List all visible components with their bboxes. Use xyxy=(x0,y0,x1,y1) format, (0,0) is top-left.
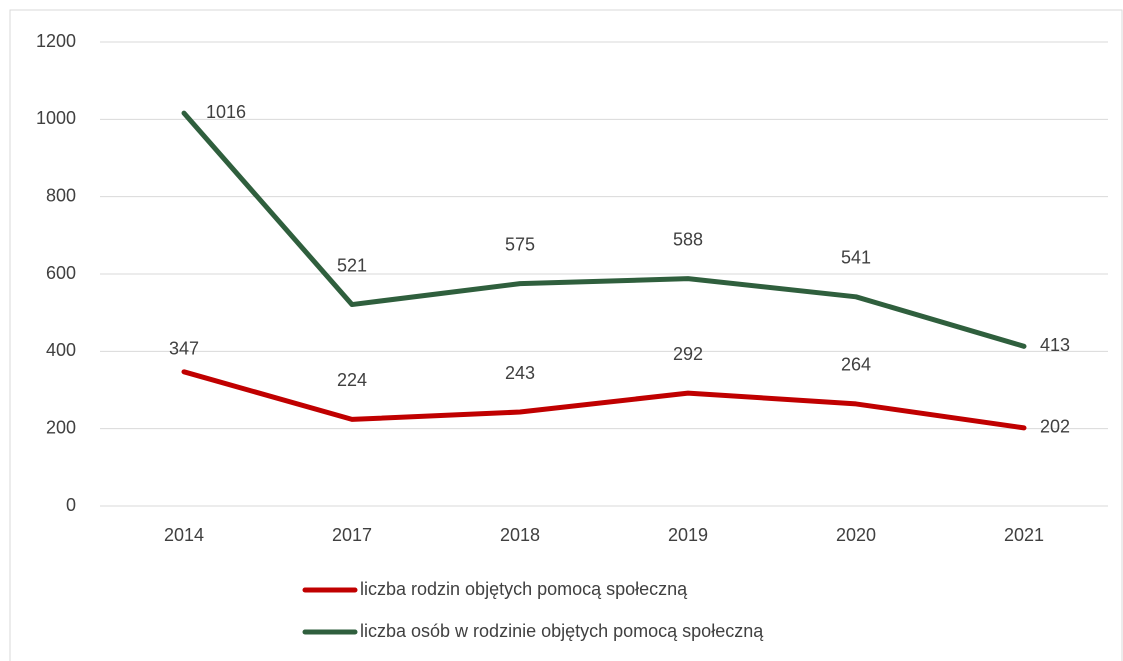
data-label: 588 xyxy=(673,229,703,249)
data-label: 575 xyxy=(505,234,535,254)
y-tick-label: 200 xyxy=(46,417,76,437)
data-label: 243 xyxy=(505,363,535,383)
data-label: 224 xyxy=(337,370,367,390)
data-label: 292 xyxy=(673,344,703,364)
series-line xyxy=(181,110,1027,349)
x-tick-label: 2017 xyxy=(332,525,372,545)
data-label: 413 xyxy=(1040,335,1070,355)
data-label: 1016 xyxy=(206,102,246,122)
x-tick-label: 2019 xyxy=(668,525,708,545)
y-tick-label: 1200 xyxy=(36,31,76,51)
y-tick-label: 0 xyxy=(66,495,76,515)
y-tick-label: 1000 xyxy=(36,108,76,128)
x-tick-label: 2020 xyxy=(836,525,876,545)
x-tick-label: 2014 xyxy=(164,525,204,545)
chart-border xyxy=(9,9,1123,661)
legend-label: liczba rodzin objętych pomocą społeczną xyxy=(360,579,688,599)
y-tick-label: 600 xyxy=(46,263,76,283)
series-line xyxy=(181,369,1027,431)
data-label: 541 xyxy=(841,248,871,268)
data-label: 347 xyxy=(169,339,199,359)
x-tick-label: 2021 xyxy=(1004,525,1044,545)
y-tick-label: 400 xyxy=(46,340,76,360)
y-tick-label: 800 xyxy=(46,185,76,205)
x-tick-label: 2018 xyxy=(500,525,540,545)
data-label: 264 xyxy=(841,355,871,375)
legend-label: liczba osób w rodzinie objętych pomocą s… xyxy=(360,621,764,641)
data-label: 202 xyxy=(1040,417,1070,437)
data-label: 521 xyxy=(337,255,367,275)
